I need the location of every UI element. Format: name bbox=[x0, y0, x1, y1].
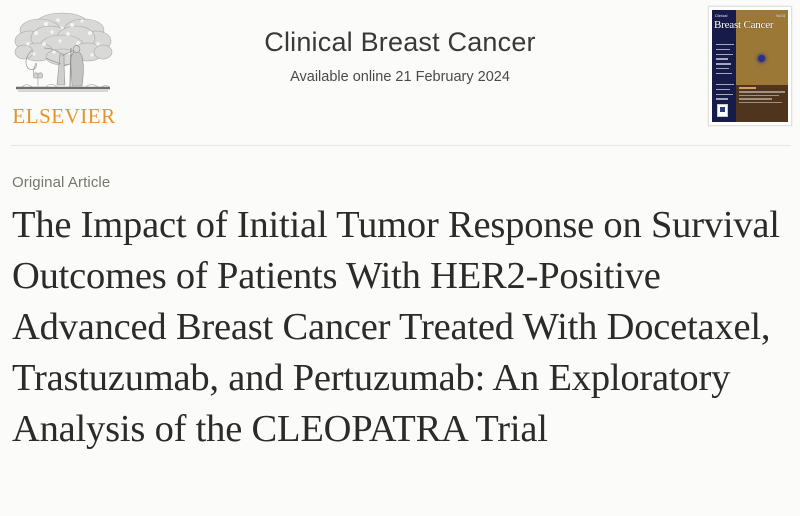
cover-contents-lines-upper bbox=[716, 44, 734, 77]
cover-issue-label: Vol 24 bbox=[776, 14, 785, 18]
journal-title[interactable]: Clinical Breast Cancer bbox=[264, 27, 536, 57]
journal-block: Clinical Breast Cancer Available online … bbox=[180, 26, 620, 85]
cover-abstract-block bbox=[735, 85, 788, 122]
cover-publisher-chip-icon bbox=[717, 104, 728, 117]
publisher-wordmark: ELSEVIER bbox=[12, 104, 116, 128]
page-header: ELSEVIER Clinical Breast Cancer Availabl… bbox=[0, 0, 800, 145]
journal-availability-date: Available online 21 February 2024 bbox=[290, 69, 510, 86]
journal-cover-thumbnail[interactable]: Clinical Vol 24 Breast Cancer bbox=[708, 6, 792, 126]
elsevier-tree-icon bbox=[14, 12, 113, 92]
cover-kicker-label: Clinical bbox=[715, 14, 728, 18]
header-divider bbox=[11, 145, 791, 146]
cover-masthead-title: Breast Cancer bbox=[714, 19, 774, 31]
article-block: Original Article The Impact of Initial T… bbox=[0, 152, 800, 455]
journal-cover-artwork: Clinical Vol 24 Breast Cancer bbox=[712, 10, 788, 122]
publisher-logo[interactable]: ELSEVIER bbox=[10, 8, 118, 134]
article-type-label: Original Article bbox=[12, 174, 111, 191]
cover-contents-lines-lower bbox=[716, 84, 734, 103]
article-title[interactable]: The Impact of Initial Tumor Response on … bbox=[12, 204, 780, 450]
